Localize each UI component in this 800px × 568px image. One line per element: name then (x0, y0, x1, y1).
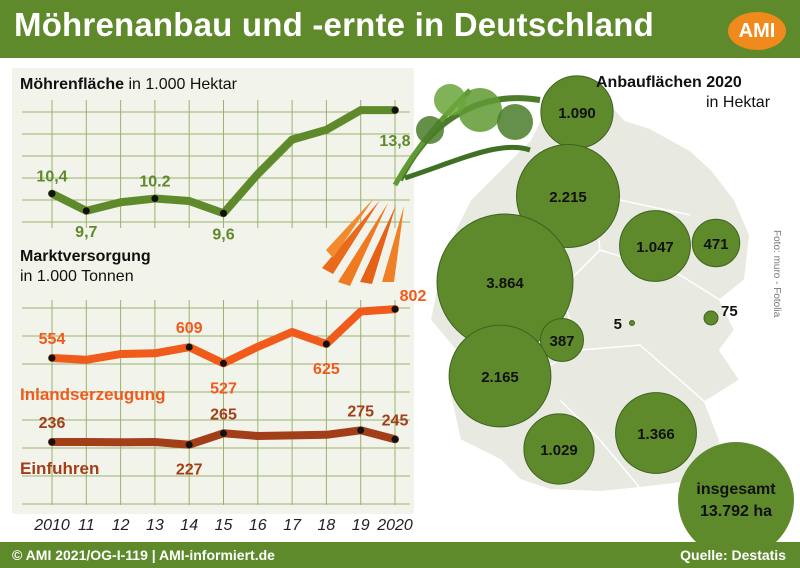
chart1-subtitle: in 1.000 Hektar (128, 76, 237, 93)
x-tick-label: 13 (146, 517, 164, 534)
x-tick-label: 15 (215, 517, 233, 534)
area-series-data-label: 9,7 (75, 224, 97, 241)
inland-series-marker (322, 340, 330, 348)
title-bar (0, 0, 800, 58)
region-bubble (629, 320, 635, 326)
region-bubble (619, 210, 691, 282)
area-series-marker (82, 207, 90, 215)
area-series-marker (48, 190, 56, 198)
area-series-marker (220, 209, 227, 217)
region-value-label: 387 (549, 333, 574, 350)
import-series-marker (220, 429, 227, 437)
region-bubble (448, 324, 552, 428)
region-value-label: 5 (614, 316, 622, 333)
inland-series-marker (220, 359, 227, 367)
region-bubble (703, 310, 719, 326)
total-label: insgesamt (696, 481, 776, 498)
inland-series-data-label: 527 (210, 380, 237, 397)
import-series-data-label: 227 (176, 462, 203, 479)
area-series-marker (391, 106, 399, 114)
x-tick-label: 18 (318, 517, 336, 534)
inland-series-marker (391, 305, 399, 313)
chart2-title: Marktversorgung (20, 248, 151, 265)
area-series-data-label: 9,6 (212, 226, 234, 243)
region-bubble (615, 392, 697, 474)
area-series-data-label: 10.2 (139, 174, 170, 191)
import-series-marker (391, 435, 399, 443)
import-series-marker (185, 441, 193, 449)
region-bubble (523, 413, 595, 485)
chart2-subtitle: in 1.000 Tonnen (20, 268, 134, 285)
inland-series-marker (48, 354, 56, 362)
region-value-label: 1.047 (636, 239, 674, 256)
import-series-marker (357, 426, 365, 434)
map-subtitle: in Hektar (706, 94, 771, 111)
region-value-label: 1.366 (637, 426, 675, 443)
grid (22, 100, 410, 505)
import-series-name: Einfuhren (20, 459, 99, 478)
region-value-label: 2.215 (549, 189, 587, 206)
ami-logo: AMI (728, 12, 786, 50)
region-value-label: 1.090 (558, 105, 596, 122)
import-series-marker (48, 438, 56, 446)
region-value-label: 471 (703, 236, 728, 253)
footer-bar (0, 542, 800, 568)
map-title: Anbauflächen 2020 (596, 74, 742, 91)
inland-series-name: Inlandserzeugung (20, 385, 165, 404)
area-series-marker (151, 195, 159, 203)
total-bubble (678, 442, 794, 558)
photo-credit: Foto: muro - Fotolia (771, 230, 782, 318)
region-value-label: 3.864 (486, 275, 524, 292)
x-tick-label: 16 (249, 517, 267, 534)
import-series-data-label: 245 (382, 412, 409, 429)
page-title: Möhrenanbau und -ernte in Deutschland (14, 6, 654, 43)
import-series-data-label: 275 (347, 403, 374, 420)
x-tick-label: 14 (180, 517, 198, 534)
footer-source: Quelle: Destatis (680, 547, 786, 563)
region-bubble (691, 218, 741, 268)
region-value-label: 75 (721, 303, 738, 320)
x-tick-label: 19 (352, 517, 370, 534)
inland-series-data-label: 609 (176, 320, 203, 337)
x-tick-label: 2010 (33, 517, 70, 534)
import-series-data-label: 236 (39, 415, 66, 432)
line-charts: 10,4 9,7 10.2 9,6 13,8 554 609 527 625 802 236 227 2… (20, 106, 427, 479)
inland-series-marker (185, 343, 193, 351)
chart1-header: Möhrenfläche in 1.000 Hektar (20, 76, 237, 94)
total-value: 13.792 ha (700, 503, 772, 520)
x-tick-label: 2020 (376, 517, 413, 534)
import-series-data-label: 265 (210, 406, 237, 423)
chart1-title: Möhrenfläche (20, 76, 125, 93)
inland-series-data-label: 625 (313, 361, 340, 378)
region-value-label: 2.165 (481, 369, 519, 386)
footer-copyright: © AMI 2021/OG-I-119 | AMI-informiert.de (12, 547, 275, 563)
region-bubble (516, 144, 620, 248)
map-bubbles: 1.090 2.215 1.047 471 3.864 387 5 75 2.165 1.366 1… (436, 75, 794, 558)
area-series-data-label: 10,4 (36, 169, 67, 186)
x-tick-label: 12 (112, 517, 130, 534)
inland-series-data-label: 554 (39, 331, 66, 348)
x-tick-label: 11 (78, 517, 95, 534)
region-bubble (539, 317, 585, 363)
x-tick-label: 17 (283, 517, 302, 534)
inland-series-data-label: 802 (400, 288, 427, 305)
x-axis-ticks: 2010 11 12 13 14 15 16 17 18 19 2020 (33, 517, 413, 534)
region-value-label: 1.029 (540, 442, 578, 459)
area-series-data-label: 13,8 (379, 133, 410, 150)
carrot-bunch-image (322, 84, 541, 286)
